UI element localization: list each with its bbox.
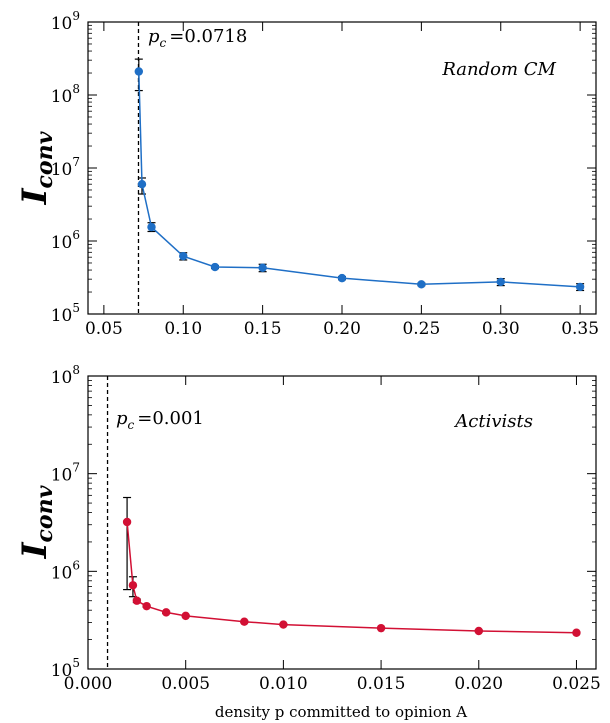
critical-point-label: pc =0.0718 — [148, 26, 247, 50]
pc-subscript: c — [160, 36, 167, 50]
x-tick-label: 0.010 — [259, 674, 308, 694]
series-line — [138, 71, 581, 288]
data-point — [258, 263, 267, 272]
data-point — [179, 251, 188, 261]
data-point — [376, 623, 386, 633]
critical-point-label: pc =0.001 — [116, 408, 204, 432]
x-tick-label: 0.020 — [454, 674, 503, 694]
data-point — [147, 222, 156, 232]
data-point — [572, 628, 581, 637]
y-tick-exponent: 5 — [72, 656, 80, 670]
data-point — [137, 179, 147, 189]
y-tick-exponent: 7 — [72, 155, 80, 169]
points — [134, 67, 585, 292]
y-tick-base: 10 — [51, 466, 73, 486]
y-tick-base: 10 — [51, 661, 73, 681]
y-tick-exponent: 5 — [72, 301, 80, 315]
panel-annotation: Random CM — [441, 59, 556, 80]
y-tick-exponent: 7 — [72, 461, 80, 475]
x-tick-label: 0.05 — [85, 319, 123, 339]
y-tick-exponent: 6 — [72, 558, 80, 572]
y-tick-base: 10 — [51, 306, 73, 326]
data-point — [474, 626, 483, 636]
data-point — [181, 611, 190, 621]
panel-annotation: Activists — [453, 411, 533, 432]
y-tick-label: 106 — [51, 228, 80, 253]
data-point — [575, 282, 585, 292]
x-tick-label: 0.30 — [482, 319, 520, 339]
x-tick-label: 0.005 — [161, 674, 210, 694]
data-point — [134, 67, 143, 76]
x-tick-label: 0.35 — [561, 319, 599, 339]
x-tick-label: 0.20 — [323, 319, 361, 339]
y-tick-base: 10 — [51, 160, 73, 180]
y-tick-label: 105 — [51, 301, 80, 326]
data-point — [337, 273, 347, 283]
y-axis-label-sub: conv — [32, 131, 58, 188]
y-tick-base: 10 — [51, 368, 73, 388]
data-point — [142, 601, 151, 611]
y-tick-label: 107 — [51, 461, 80, 486]
pc-value: =0.001 — [137, 408, 204, 429]
x-tick-label: 0.25 — [402, 319, 440, 339]
x-tick-label: 0.15 — [244, 319, 282, 339]
y-axis-label-sub: conv — [32, 485, 58, 542]
pc-symbol: p — [116, 408, 128, 429]
data-point — [240, 617, 249, 626]
y-tick-exponent: 6 — [72, 228, 80, 242]
y-axis-label: Iconv — [15, 485, 58, 559]
x-tick-label: 0.025 — [552, 674, 601, 694]
series-line-group — [126, 521, 577, 634]
y-tick-exponent: 9 — [72, 9, 80, 23]
x-tick-label: 0.000 — [64, 674, 113, 694]
series-line — [126, 521, 577, 634]
y-axis-label-main: I — [15, 187, 55, 205]
y-tick-label: 107 — [51, 155, 80, 180]
pc-symbol: p — [148, 26, 160, 47]
series-line-group — [138, 71, 581, 288]
y-tick-label: 106 — [51, 558, 80, 583]
y-tick-label: 105 — [51, 656, 80, 681]
y-tick-exponent: 8 — [72, 82, 80, 96]
errorbars — [123, 496, 581, 635]
data-point — [279, 620, 288, 629]
data-point — [122, 517, 132, 527]
y-tick-label: 108 — [51, 82, 80, 107]
x-axis-label: density p committed to opinion A — [215, 703, 467, 721]
y-tick-label: 109 — [51, 9, 80, 34]
y-tick-base: 10 — [51, 233, 73, 253]
y-axis-label-main: I — [15, 541, 55, 559]
y-tick-base: 10 — [51, 14, 73, 34]
points — [122, 517, 581, 637]
y-tick-label: 108 — [51, 363, 80, 388]
x-axis-ticks: 0.000 0.005 0.010 0.015 0.020 0.025 — [64, 376, 601, 694]
pc-value: =0.0718 — [169, 26, 247, 47]
x-tick-label: 0.10 — [164, 319, 202, 339]
x-tick-label: 0.015 — [357, 674, 406, 694]
y-axis-label: Iconv — [15, 131, 58, 205]
data-point — [417, 280, 426, 289]
data-point — [210, 262, 220, 272]
data-point — [496, 277, 505, 287]
data-point — [132, 596, 142, 605]
data-point — [161, 608, 171, 617]
pc-subscript: c — [128, 418, 135, 432]
plot-frame — [87, 375, 597, 670]
errorbars — [134, 58, 585, 292]
x-axis-ticks: 0.05 0.10 0.15 0.20 0.25 0.30 0.35 — [85, 22, 599, 339]
y-tick-base: 10 — [51, 563, 73, 583]
y-tick-exponent: 8 — [72, 363, 80, 377]
data-point — [128, 581, 138, 590]
y-tick-base: 10 — [51, 87, 73, 107]
